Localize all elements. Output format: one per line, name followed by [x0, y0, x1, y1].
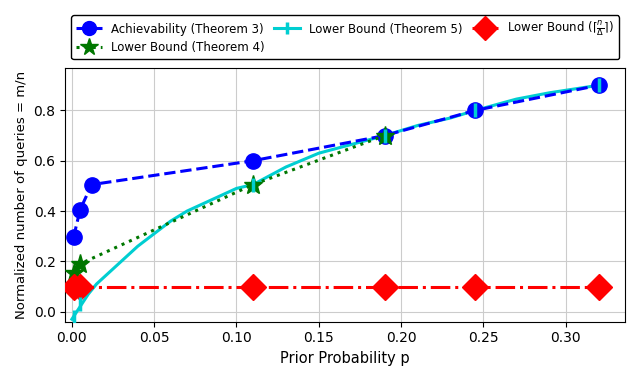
Y-axis label: Normalized number of queries = m/n: Normalized number of queries = m/n	[15, 70, 28, 319]
X-axis label: Prior Probability p: Prior Probability p	[280, 351, 410, 366]
Legend: Achievability (Theorem 3), Lower Bound (Theorem 4), Lower Bound (Theorem 5), Low: Achievability (Theorem 3), Lower Bound (…	[71, 15, 619, 59]
